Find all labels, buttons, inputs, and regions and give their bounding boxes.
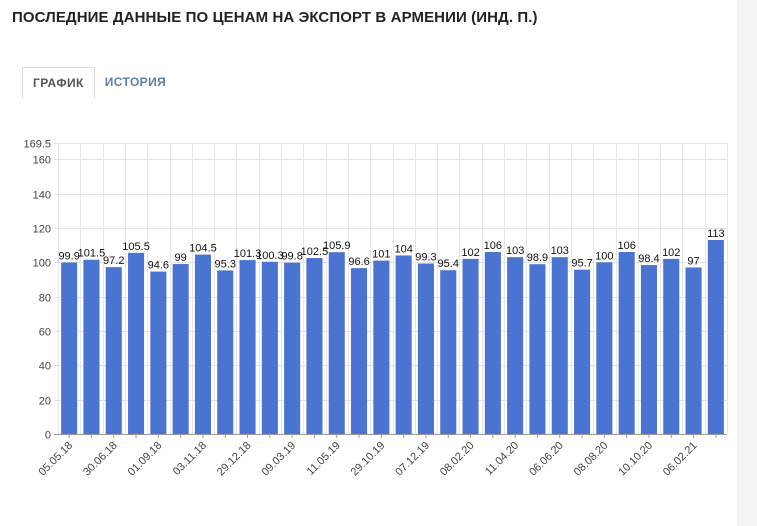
- y-tick-label: 20: [39, 396, 51, 408]
- bar: [417, 263, 434, 434]
- bar-value-label: 95.7: [571, 258, 592, 270]
- bar-value-label: 99.3: [415, 252, 436, 264]
- bar-value-label: 102: [461, 247, 479, 259]
- bar-value-label: 106: [484, 240, 502, 252]
- bar: [194, 254, 211, 434]
- bar: [395, 255, 412, 434]
- bar: [239, 260, 256, 434]
- bar: [61, 262, 78, 434]
- bar: [618, 252, 635, 434]
- y-tick-label: 80: [39, 293, 51, 305]
- x-tick-label: 11.04.20: [483, 440, 521, 478]
- y-tick-label: 120: [33, 224, 51, 236]
- x-tick-label: 30.06.18: [81, 440, 120, 479]
- bar: [284, 262, 301, 434]
- bar-value-label: 101.5: [78, 248, 106, 260]
- bar: [328, 252, 345, 434]
- bar-value-label: 100.3: [256, 250, 284, 262]
- x-tick-label: 06.02.21: [661, 440, 700, 479]
- page-title: ПОСЛЕДНИЕ ДАННЫЕ ПО ЦЕНАМ НА ЭКСПОРТ В А…: [12, 9, 538, 26]
- bar: [351, 268, 368, 434]
- bar-value-label: 104: [394, 243, 412, 255]
- bar-value-label: 96.6: [348, 256, 369, 268]
- bar-value-label: 105.5: [122, 241, 150, 253]
- bar-value-label: 101: [372, 249, 390, 261]
- y-tick-label: 160: [33, 155, 51, 167]
- bar: [507, 257, 524, 434]
- y-tick-label: 0: [45, 430, 51, 442]
- bar: [596, 262, 613, 434]
- bar: [640, 265, 657, 434]
- bar: [83, 259, 100, 434]
- bar-value-label: 100: [595, 250, 613, 262]
- bar-value-label: 97: [687, 255, 699, 267]
- x-tick-label: 07.12.19: [393, 440, 432, 479]
- bar-value-label: 106: [617, 240, 635, 252]
- tab-chart[interactable]: ГРАФИК: [22, 67, 95, 99]
- bar-value-label: 95.4: [438, 258, 459, 270]
- y-tick-label: 140: [33, 190, 51, 202]
- bar: [529, 264, 546, 434]
- bar: [150, 271, 167, 434]
- bar: [261, 261, 278, 434]
- bar-value-label: 103: [506, 245, 524, 257]
- bar: [484, 252, 501, 434]
- bar-value-label: 104.5: [189, 243, 217, 255]
- chart-tabs: ГРАФИК ИСТОРИЯ: [22, 67, 176, 99]
- bar-chart: 0 20 40 60 80 100 120 140 160 169.5 99.9 05.05.18 10…: [23, 139, 728, 479]
- x-tick-label: 03.11.18: [171, 440, 209, 478]
- bar-value-label: 102: [662, 247, 680, 259]
- bar-value-label: 97.2: [103, 255, 124, 267]
- bar: [128, 252, 145, 434]
- bar-value-label: 98.9: [527, 252, 548, 264]
- bar: [440, 270, 457, 434]
- x-tick-label: 29.12.18: [215, 440, 254, 479]
- x-tick-label: 06.06.20: [527, 440, 566, 479]
- bar-value-label: 103: [551, 245, 569, 257]
- bar: [373, 260, 390, 434]
- bar-value-label: 98.4: [638, 253, 659, 265]
- x-tick-label: 01.09.18: [126, 440, 165, 479]
- x-tick-label: 11.05.19: [305, 440, 343, 478]
- bar-value-label: 101.3: [234, 248, 262, 260]
- bar: [105, 267, 122, 434]
- bar-value-label: 99.8: [281, 251, 302, 263]
- bar: [574, 269, 591, 434]
- x-tick-label: 29.10.19: [349, 440, 388, 479]
- page-side-strip: [737, 0, 757, 526]
- bar-value-label: 95.3: [215, 258, 236, 270]
- y-tick-label: 100: [33, 258, 51, 270]
- bar: [707, 240, 724, 434]
- y-tick-label: 40: [39, 361, 51, 373]
- x-tick-label: 05.05.18: [37, 440, 76, 479]
- bar-value-label: 102.5: [301, 246, 329, 258]
- x-tick-label: 10.10.20: [616, 440, 655, 479]
- bar: [217, 270, 234, 434]
- bar: [172, 264, 189, 434]
- bar: [663, 258, 680, 434]
- bar: [551, 257, 568, 434]
- bar: [306, 258, 323, 434]
- x-tick-label: 08.08.20: [572, 440, 611, 479]
- bar: [685, 267, 702, 434]
- x-tick-label: 09.03.19: [260, 440, 299, 479]
- y-tick-label: 169.5: [23, 139, 51, 151]
- bar-value-label: 105.9: [323, 240, 351, 252]
- x-tick-label: 08.02.20: [438, 440, 477, 479]
- bar-value-label: 99.9: [58, 250, 79, 262]
- y-tick-label: 60: [39, 327, 51, 339]
- bar-value-label: 113: [707, 228, 725, 240]
- tab-history[interactable]: ИСТОРИЯ: [104, 75, 167, 89]
- bar: [462, 258, 479, 434]
- bar-value-label: 94.6: [148, 260, 169, 272]
- bar-value-label: 99: [175, 252, 187, 264]
